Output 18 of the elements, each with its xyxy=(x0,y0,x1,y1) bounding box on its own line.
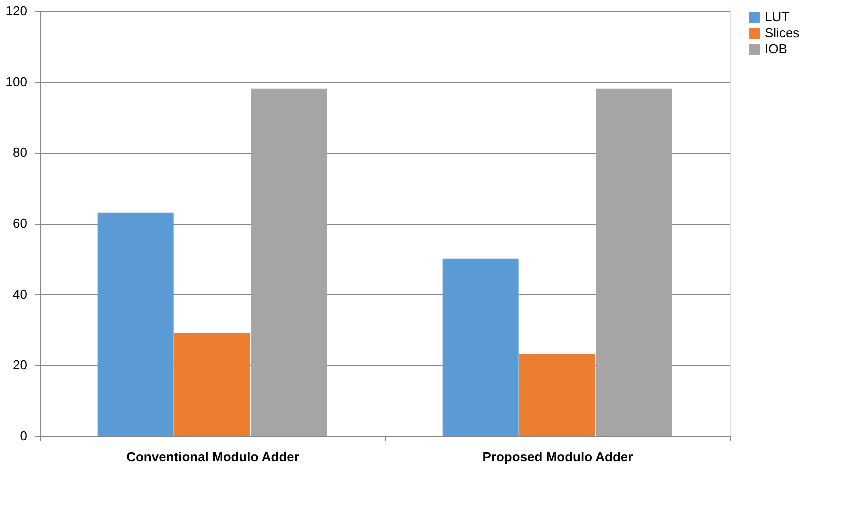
bar xyxy=(251,88,328,436)
legend-label: IOB xyxy=(765,42,788,56)
y-tick-label: 40 xyxy=(13,286,28,302)
y-tick-label: 100 xyxy=(6,74,28,90)
legend-label: LUT xyxy=(765,10,790,24)
bar xyxy=(174,333,250,436)
y-tick-label: 60 xyxy=(13,216,28,231)
y-tick-label: 20 xyxy=(13,358,28,373)
bar xyxy=(596,88,672,436)
bar xyxy=(442,258,519,436)
y-tick-label: 0 xyxy=(20,428,28,444)
x-tick-label: Proposed Modulo Adder xyxy=(482,450,634,464)
x-tick-label: Conventional Modulo Adder xyxy=(126,450,300,464)
y-tick-label: 120 xyxy=(6,4,28,18)
legend-label: Slices xyxy=(765,26,800,40)
bar xyxy=(520,354,596,436)
y-tick-label: 80 xyxy=(13,145,28,160)
bar xyxy=(98,212,174,436)
